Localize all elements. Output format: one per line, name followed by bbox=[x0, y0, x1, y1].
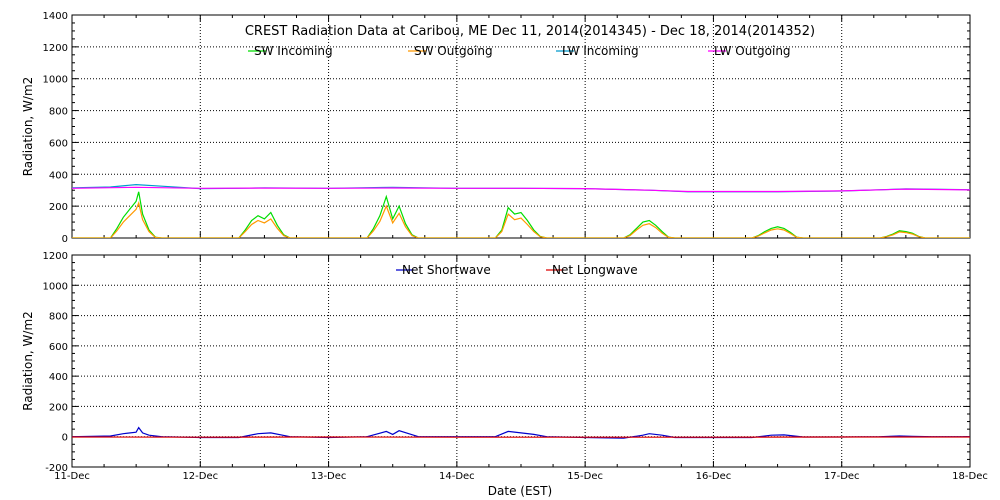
top-y-tick-label: 600 bbox=[49, 138, 68, 149]
bottom-y-tick-label: 600 bbox=[49, 342, 68, 353]
legend-label-net-shortwave: Net Shortwave bbox=[402, 263, 491, 277]
chart-title: CREST Radiation Data at Caribou, ME Dec … bbox=[245, 24, 815, 39]
x-tick-label: 13-Dec bbox=[311, 471, 347, 482]
series-line-net-shortwave bbox=[72, 426, 970, 439]
top-y-tick-label: 1200 bbox=[43, 43, 68, 54]
bottom-y-tick-label: 200 bbox=[49, 402, 68, 413]
bottom-y-tick-label: -200 bbox=[45, 463, 68, 474]
legend-label-lw-outgoing: LW Outgoing bbox=[714, 44, 791, 58]
top-y-axis-label: Radiation, W/m2 bbox=[21, 77, 35, 177]
legend-label-net-longwave: Net Longwave bbox=[552, 263, 638, 277]
top-panel: 0 200 400 600 800 1000 1200 1400 Radiation, W/m2… bbox=[21, 11, 971, 245]
top-y-tick-label: 0 bbox=[62, 234, 68, 245]
top-y-tick-label: 200 bbox=[49, 202, 68, 213]
bottom-y-tick-label: 400 bbox=[49, 372, 68, 383]
bottom-panel: 11-Dec 12-Dec 13-Dec 14-Dec 15-Dec 16-Dec 17-D… bbox=[21, 251, 988, 482]
bottom-y-axis-label: Radiation, W/m2 bbox=[21, 311, 35, 411]
bottom-y-tick-label: 1200 bbox=[43, 251, 68, 262]
bottom-y-tick-label: 800 bbox=[49, 312, 68, 323]
legend-label-lw-incoming: LW Incoming bbox=[562, 44, 639, 58]
x-axis-label: Date (EST) bbox=[488, 484, 552, 498]
series-line-sw-incoming bbox=[72, 191, 970, 238]
top-y-tick-label: 1400 bbox=[43, 11, 68, 22]
bottom-y-tick-label: 0 bbox=[62, 433, 68, 444]
top-plot-frame bbox=[71, 14, 971, 239]
bottom-y-tick-label: 1000 bbox=[43, 281, 68, 292]
top-y-tick-label: 1000 bbox=[43, 75, 68, 86]
bottom-plot-frame bbox=[71, 254, 971, 468]
series-line-lw-outgoing bbox=[72, 186, 970, 193]
x-tick-label: 17-Dec bbox=[824, 471, 860, 482]
x-tick-label: 12-Dec bbox=[182, 471, 218, 482]
top-y-tick-label: 800 bbox=[49, 107, 68, 118]
top-y-tick-label: 400 bbox=[49, 170, 68, 181]
x-tick-label: 14-Dec bbox=[439, 471, 475, 482]
x-tick-label: 11-Dec bbox=[54, 471, 90, 482]
x-tick-label: 18-Dec bbox=[952, 471, 988, 482]
legend-label-sw-incoming: SW Incoming bbox=[254, 44, 333, 58]
legend-label-sw-outgoing: SW Outgoing bbox=[414, 44, 493, 58]
x-tick-label: 16-Dec bbox=[696, 471, 732, 482]
x-tick-label: 15-Dec bbox=[567, 471, 603, 482]
series-line-sw-outgoing bbox=[72, 201, 970, 238]
